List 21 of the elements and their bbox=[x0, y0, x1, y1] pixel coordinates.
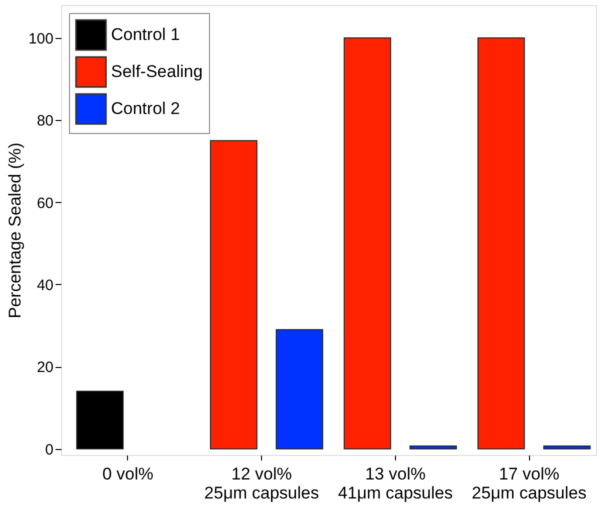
y-tick-label: 40 bbox=[36, 276, 54, 294]
bar bbox=[409, 445, 457, 450]
y-tick-label: 80 bbox=[36, 112, 54, 130]
bar bbox=[344, 37, 392, 450]
bar bbox=[210, 140, 258, 450]
x-tick-label: 12 vol% 25μm capsules bbox=[204, 464, 319, 502]
legend-label: Control 2 bbox=[111, 99, 180, 118]
x-tick-label: 13 vol% 41μm capsules bbox=[338, 464, 453, 502]
x-tick-label: 0 vol% bbox=[102, 464, 154, 484]
y-tick-label: 0 bbox=[45, 441, 54, 458]
x-tick-label: 17 vol% 25μm capsules bbox=[472, 464, 586, 502]
y-tick-label: 100 bbox=[28, 30, 54, 48]
bar bbox=[543, 445, 591, 450]
y-tick-label: 20 bbox=[36, 359, 54, 376]
y-tick-label: 60 bbox=[36, 194, 54, 212]
bar bbox=[477, 37, 525, 450]
bar bbox=[276, 329, 324, 450]
bar bbox=[76, 390, 124, 450]
y-axis-title: Percentage Sealed (%) bbox=[5, 142, 24, 318]
legend-label: Control 1 bbox=[111, 25, 180, 44]
legend-label: Self-Sealing bbox=[111, 62, 203, 81]
